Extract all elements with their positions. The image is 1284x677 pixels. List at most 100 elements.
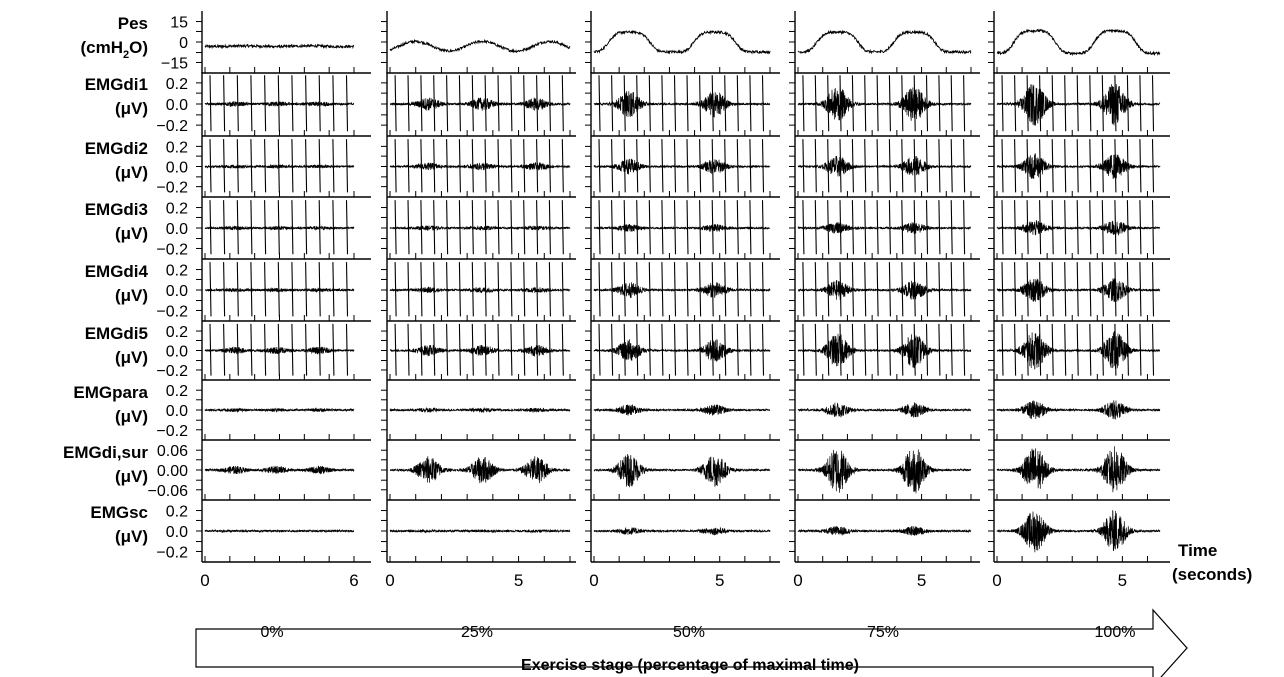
panel-grid: 0 6 0 5 0 5 0 5 0 5 — [196, 11, 1170, 590]
emg-trace — [389, 344, 571, 358]
ecg-spikes — [598, 323, 765, 376]
pes-trace — [204, 43, 355, 50]
ecg-spikes — [802, 139, 966, 193]
row-unit-label: (μV) — [115, 163, 148, 182]
emg-trace — [389, 407, 571, 414]
x-tick-label: 0 — [200, 571, 209, 590]
y-tick-label: −0.2 — [156, 241, 188, 258]
ecg-spikes — [598, 262, 765, 317]
y-tick-label: 0.0 — [166, 221, 188, 238]
x-tick-label: 0 — [385, 571, 394, 590]
y-tick-label: 0 — [179, 35, 188, 52]
ecg-spikes — [598, 75, 765, 132]
stage-label: 25% — [461, 624, 493, 641]
time-axis: Time (seconds) — [1172, 541, 1252, 584]
ecg-spikes — [1001, 262, 1155, 317]
row-unit-label: (μV) — [115, 407, 148, 426]
row-label-emgsc: EMGsc — [90, 503, 148, 522]
y-tick-label: −0.06 — [148, 483, 189, 500]
emg-trace — [996, 331, 1161, 370]
emg-trace — [593, 91, 771, 118]
ecg-spikes — [1001, 139, 1155, 193]
ecg-spikes — [209, 75, 349, 132]
row-label-emgdi3: EMGdi3 — [85, 200, 148, 219]
ecg-spikes — [1001, 323, 1155, 376]
y-tick-label: −0.2 — [156, 180, 188, 197]
row-unit-label: (μV) — [115, 224, 148, 243]
emg-trace — [204, 101, 355, 108]
y-tick-label: 0.2 — [166, 76, 188, 93]
x-tick-label: 5 — [514, 571, 523, 590]
row-label-emgdi5: EMGdi5 — [85, 324, 148, 343]
stage-label: 0% — [260, 624, 283, 641]
row-unit-label: (μV) — [115, 348, 148, 367]
y-tick-label: 0.2 — [166, 324, 188, 341]
emg-trace — [389, 97, 571, 112]
x-tick-label: 0 — [992, 571, 1001, 590]
stage-label: 75% — [867, 624, 899, 641]
y-tick-label: −0.2 — [156, 303, 188, 320]
ecg-spikes — [209, 262, 349, 317]
row-label-emgdi4: EMGdi4 — [85, 262, 149, 281]
emg-trace — [593, 223, 771, 233]
row-unit-label: (μV) — [115, 286, 148, 305]
x-tick-label: 5 — [917, 571, 926, 590]
row-unit-label: (μV) — [115, 527, 148, 546]
x-axis-label-unit: (seconds) — [1172, 565, 1252, 584]
emg-trace — [593, 526, 771, 536]
emg-trace — [797, 402, 972, 418]
emg-trace — [797, 280, 972, 300]
arrow-label: Exercise stage (percentage of maximal ti… — [521, 657, 859, 674]
emg-trace — [996, 153, 1161, 180]
emg-trace — [996, 219, 1161, 236]
emg-trace — [593, 453, 771, 488]
emg-trace — [593, 282, 771, 299]
emg-trace — [996, 84, 1161, 126]
emg-trace — [797, 333, 972, 369]
emg-trace — [797, 449, 972, 494]
pes-trace — [593, 29, 771, 55]
y-tick-label: −0.2 — [156, 118, 188, 135]
row-label-emgpara: EMGpara — [73, 383, 148, 402]
stage-labels: 0% 25% 50% 75% 100% — [260, 624, 1135, 641]
row-labels: Pes (cmH2O) 15 0 −15 EMGdi1 (μV) 0.2 0.0 −0.2 EMGd… — [63, 14, 188, 561]
emg-trace — [797, 155, 972, 177]
row-unit-label: (μV) — [115, 99, 148, 118]
exercise-stage-arrow: 0% 25% 50% 75% 100% Exercise stage (percenta… — [195, 608, 1188, 677]
emg-trace — [204, 163, 355, 170]
emg-trace — [797, 526, 972, 536]
emg-trace — [996, 278, 1161, 302]
y-tick-label: 15 — [170, 15, 188, 32]
ecg-spikes — [394, 200, 564, 255]
arrow-shape — [195, 608, 1188, 677]
y-tick-label: 0.2 — [166, 201, 188, 218]
emg-trace — [389, 528, 571, 534]
ecg-spikes — [394, 75, 564, 132]
row-label-emgdi1: EMGdi1 — [85, 75, 148, 94]
ecg-spikes — [209, 200, 349, 255]
emg-trace — [593, 158, 771, 175]
ecg-spikes — [598, 200, 765, 255]
ecg-spikes — [394, 139, 564, 193]
row-label-pes: Pes — [118, 14, 148, 33]
emg-trace — [204, 465, 355, 475]
row-unit-label: (μV) — [115, 467, 148, 486]
y-tick-label: −0.2 — [156, 544, 188, 561]
emg-trace — [797, 222, 971, 234]
pes-trace — [389, 38, 571, 54]
x-tick-label: 5 — [715, 571, 724, 590]
y-tick-label: −0.2 — [156, 363, 188, 380]
emg-trace — [996, 446, 1161, 493]
row-label-emgdi2: EMGdi2 — [85, 139, 148, 158]
y-tick-label: −0.2 — [156, 423, 188, 440]
emg-trace — [996, 510, 1161, 553]
y-tick-label: 0.0 — [166, 97, 188, 114]
y-tick-label: 0.0 — [166, 344, 188, 361]
row-label-emgdisur: EMGdi,sur — [63, 443, 148, 462]
y-tick-label: 0.2 — [166, 139, 188, 156]
pes-trace — [797, 29, 972, 55]
ecg-spikes — [802, 323, 966, 376]
ecg-spikes — [1001, 75, 1155, 132]
ecg-spikes — [209, 139, 349, 193]
